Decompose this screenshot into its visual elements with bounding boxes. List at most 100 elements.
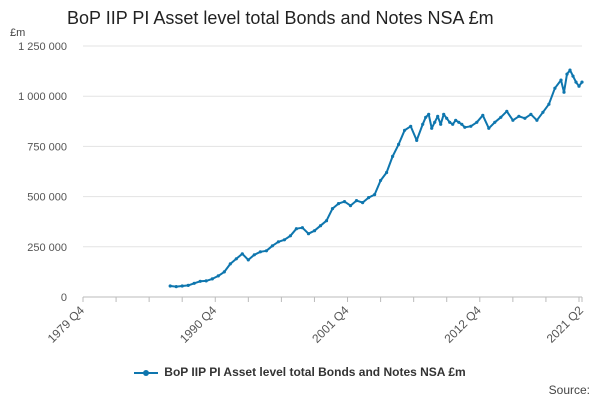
legend-line-icon [134,368,159,378]
data-point [282,238,286,242]
x-tick-label: 2021 Q2 [544,303,587,346]
x-axis: 1979 Q4 1990 Q4 2001 Q4 2012 Q4 2021 Q2 [45,296,587,346]
data-point [424,115,428,119]
data-point [180,284,184,288]
data-point [481,113,485,117]
series-line [169,69,583,288]
data-point [192,281,196,285]
data-point [258,250,262,254]
y-tick-label: 500 000 [27,192,67,204]
data-point [475,120,479,124]
data-point [300,226,304,230]
data-point [336,202,341,206]
data-point [451,122,455,126]
data-point [294,227,298,231]
data-point [553,86,557,90]
data-point [210,277,214,281]
data-point [318,224,323,228]
data-point [457,120,461,124]
data-point [324,219,329,223]
y-tick-label: 750 000 [27,141,67,153]
data-point [198,279,202,283]
data-point [568,68,572,72]
data-point [565,72,569,76]
legend[interactable]: BoP IIP PI Asset level total Bonds and N… [0,365,600,379]
data-point [312,229,317,233]
data-point [252,253,256,257]
data-point [186,283,190,287]
data-point [574,80,578,84]
data-point [174,285,178,289]
data-point [391,154,395,158]
data-point [216,274,220,278]
data-point [469,124,473,128]
data-point [415,138,419,142]
data-point [571,74,575,78]
data-point [547,102,551,106]
data-point [562,90,566,94]
x-tick-label: 2012 Q4 [441,303,484,346]
source-label: Source: [548,383,590,397]
gridlines [83,45,582,248]
x-tick-label: 1990 Q4 [177,303,220,346]
data-point [535,118,539,122]
data-point [276,240,280,244]
x-tick-label: 1979 Q4 [45,303,88,346]
legend-label: BoP IIP PI Asset level total Bonds and N… [164,365,466,379]
data-point [511,118,515,122]
chart-title: BoP IIP PI Asset level total Bonds and N… [67,8,494,28]
y-tick-label: 0 [61,292,67,304]
data-point [493,120,497,124]
y-tick-label: 250 000 [27,242,67,254]
data-point [397,142,401,146]
series-layer [168,68,584,289]
data-point [240,252,244,256]
data-point [436,114,440,118]
data-point [204,279,208,283]
data-point [264,249,268,253]
data-point [580,80,584,84]
data-point [373,193,377,197]
data-point [430,126,434,130]
data-point [379,178,383,183]
data-point [517,114,521,118]
y-axis-unit: £m [10,27,26,39]
data-point [288,234,292,238]
data-point [270,244,274,248]
data-point [222,270,226,274]
data-point [348,204,353,208]
data-point [439,122,443,126]
data-point [445,116,449,120]
data-point [385,170,389,175]
data-point [442,112,446,116]
data-point [559,78,563,82]
data-point [367,196,371,200]
data-point [361,201,365,205]
data-point [342,200,347,204]
data-point [403,128,407,132]
data-point [354,199,359,203]
data-point [460,122,464,126]
data-point [330,207,335,211]
data-point [421,122,425,126]
y-tick-label: 1 250 000 [18,41,67,53]
x-tick-label: 2001 Q4 [309,303,352,346]
data-point [228,262,232,266]
y-tick-label: 1 000 000 [18,91,67,103]
data-point [499,115,503,119]
data-point [529,112,533,116]
data-point [541,110,545,114]
data-point [487,126,491,130]
data-point [246,258,250,262]
y-axis-ticks: 0 250 000 500 000 750 000 1 000 000 1 250 000 [18,41,67,304]
data-point [234,257,238,261]
data-point [409,124,413,128]
data-point [523,116,527,120]
data-point [427,112,431,116]
data-point [577,84,581,88]
data-point [505,109,509,113]
data-point [463,125,467,129]
data-point [168,284,172,288]
data-point [454,118,458,122]
